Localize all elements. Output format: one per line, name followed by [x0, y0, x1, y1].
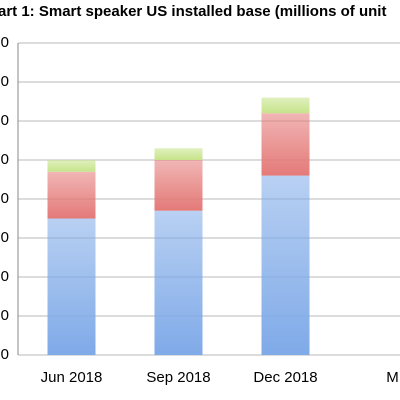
y-tick-label: 0	[1, 73, 9, 90]
bar-segment	[47, 160, 96, 172]
bar-segment	[47, 218, 96, 355]
y-tick-label: 0	[1, 190, 9, 207]
bar-segment	[154, 160, 203, 211]
y-tick-label: 0	[1, 34, 9, 51]
bar-segment	[47, 171, 96, 219]
bar-segment	[261, 97, 310, 114]
bar-segment	[261, 175, 310, 355]
x-tick-label: M	[386, 369, 399, 386]
x-tick-label: Dec 2018	[253, 369, 317, 386]
y-tick-label: 0	[1, 346, 9, 363]
bar-segment	[261, 113, 310, 176]
chart-title: art 1: Smart speaker US installed base (…	[0, 3, 386, 20]
y-tick-label: 0	[1, 229, 9, 246]
y-tick-label: 0	[1, 307, 9, 324]
y-tick-label: 0	[1, 268, 9, 285]
x-tick-label: Jun 2018	[41, 369, 103, 386]
y-tick-label: 0	[1, 151, 9, 168]
bar-segment	[154, 148, 203, 160]
x-tick-label: Sep 2018	[146, 369, 210, 386]
bar-segment	[154, 210, 203, 355]
y-tick-label: 0	[1, 112, 9, 129]
